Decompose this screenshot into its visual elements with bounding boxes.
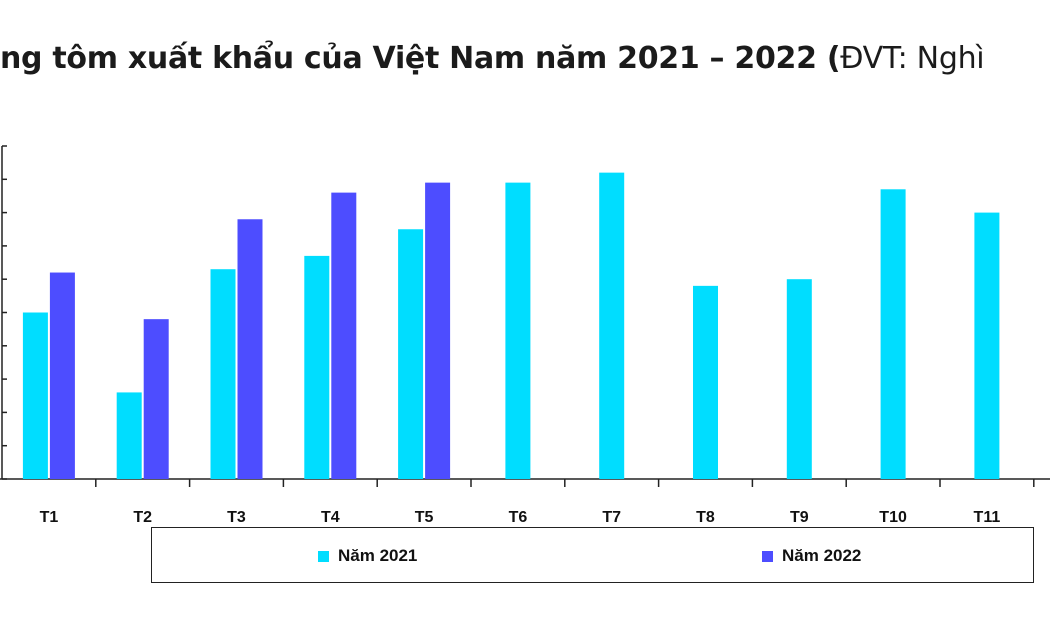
legend-label-2022: Năm 2022 <box>782 546 862 565</box>
legend-item-2022: Năm 2022 <box>762 546 861 566</box>
x-tick-label-T1: T1 <box>40 509 59 526</box>
bar-2022-T2 <box>143 319 169 479</box>
x-tick-label-T11: T11 <box>974 509 1001 526</box>
x-tick-label-T4: T4 <box>321 509 340 526</box>
x-tick-label-T3: T3 <box>227 509 246 526</box>
bar-2021-T8 <box>693 285 718 479</box>
chart-bars <box>22 172 1000 480</box>
bar-2021-T7 <box>599 172 625 479</box>
legend-swatch-2022 <box>762 550 773 562</box>
chart-legend: Năm 2021 Năm 2022 <box>151 527 1034 583</box>
bar-2021-T2 <box>116 392 142 479</box>
bar-2021-T6 <box>505 182 531 479</box>
bar-2021-T5 <box>398 229 424 479</box>
bar-2022-T1 <box>49 272 75 479</box>
bar-2022-T3 <box>237 219 263 479</box>
x-tick-label-T7: T7 <box>602 509 621 526</box>
x-tick-label-T9: T9 <box>790 509 809 526</box>
bar-2022-T5 <box>425 182 451 479</box>
bar-2021-T10 <box>880 189 906 480</box>
legend-label-2021: Năm 2021 <box>338 546 418 565</box>
legend-item-2021: Năm 2021 <box>318 546 417 566</box>
x-tick-label-T8: T8 <box>696 509 715 526</box>
x-tick-label-T2: T2 <box>133 509 152 526</box>
bar-2022-T4 <box>331 192 357 479</box>
x-tick-labels: T1 T2 T3 T4 T5 T6 T7 T8 T9 T10 T11 <box>40 509 1001 526</box>
legend-swatch-2021 <box>318 550 329 562</box>
bar-2021-T3 <box>210 269 236 479</box>
bar-2021-T1 <box>22 312 48 479</box>
bar-2021-T4 <box>304 255 330 479</box>
chart-title-main: ng tôm xuất khẩu của Việt Nam năm 2021 –… <box>0 41 841 76</box>
x-tick-label-T10: T10 <box>879 509 907 526</box>
chart-title: ng tôm xuất khẩu của Việt Nam năm 2021 –… <box>0 41 985 76</box>
bar-2021-T9 <box>786 279 812 479</box>
x-tick-label-T6: T6 <box>509 509 528 526</box>
x-tick-label-T5: T5 <box>415 509 434 526</box>
bar-2021-T11 <box>974 212 1000 479</box>
chart-title-unit: ĐVT: Nghì <box>840 41 985 76</box>
